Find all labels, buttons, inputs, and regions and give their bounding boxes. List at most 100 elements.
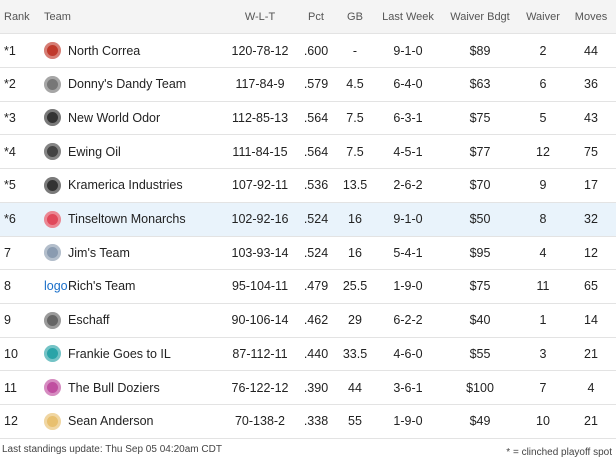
column-header: W-L-T <box>244 10 276 23</box>
moves: 32 <box>584 212 598 226</box>
games-back: 29 <box>348 313 362 328</box>
last-week: 4-5-1 <box>393 144 423 159</box>
team-row[interactable]: 11 The Bull Doziers 76-122-12 .390 44 3-6-1 $1… <box>0 371 616 405</box>
waiver-budget: $49 <box>469 414 491 429</box>
win-loss-tie: 120-78-12 <box>231 43 289 58</box>
team-row[interactable]: 8 Rich's Team 95-104-11 .479 25.5 1-9-0 $75 11 6… <box>0 270 616 304</box>
moves: 21 <box>584 414 598 429</box>
pct: .536 <box>303 178 329 193</box>
team-row[interactable]: *4 Ewing Oil 111-84-15 .564 7.5 4-5-1 $77 12 75 <box>0 135 616 170</box>
rank: 10 <box>4 346 18 361</box>
waiver-budget: $40 <box>469 313 491 328</box>
team-logo <box>44 75 61 93</box>
win-loss-tie: 111-84-15 <box>232 144 288 159</box>
team-name[interactable]: Tinseltown Monarchs <box>68 212 186 226</box>
waiver-budget: $50 <box>469 212 491 226</box>
pct: .440 <box>303 346 329 361</box>
pct: .579 <box>303 77 329 92</box>
team-row[interactable]: *6 Tinseltown Monarchs 102-92-16 .524 16 9-1-… <box>0 202 616 237</box>
column-header: GB <box>347 10 363 23</box>
pct: .564 <box>303 144 329 159</box>
win-loss-tie: 107-92-11 <box>231 178 289 193</box>
waiver-budget: $75 <box>469 110 491 125</box>
team-name[interactable]: Frankie Goes to IL <box>68 346 171 361</box>
last-week: 2-6-2 <box>393 178 423 193</box>
games-back: 16 <box>348 245 362 260</box>
rank: *1 <box>4 43 16 58</box>
last-week: 6-2-2 <box>393 313 423 328</box>
team-name[interactable]: Ewing Oil <box>68 144 121 159</box>
team-name[interactable]: Rich's Team <box>68 279 136 294</box>
pct: .338 <box>303 414 329 429</box>
moves: 12 <box>584 245 598 260</box>
team-row[interactable]: *3 New World Odor 112-85-13 .564 7.5 6-3-1 $75… <box>0 101 616 136</box>
last-week: 5-4-1 <box>393 245 423 260</box>
team-logo <box>44 244 61 262</box>
last-week: 1-9-0 <box>393 414 423 429</box>
rank: *2 <box>4 77 16 92</box>
waiver: 2 <box>539 43 547 58</box>
last-week: 9-1-0 <box>393 212 423 226</box>
win-loss-tie: 76-122-12 <box>231 380 289 395</box>
win-loss-tie: 70-138-2 <box>234 414 286 429</box>
games-back: 33.5 <box>342 346 368 361</box>
team-logo <box>44 345 61 363</box>
waiver: 6 <box>539 77 547 92</box>
team-name[interactable]: North Correa <box>68 43 141 58</box>
team-logo <box>44 210 61 228</box>
pct: .600 <box>303 43 329 58</box>
games-back: 44 <box>348 380 362 395</box>
team-row[interactable]: 7 Jim's Team 103-93-14 .524 16 5-4-1 $95 4 12 <box>0 236 616 271</box>
team-name[interactable]: Jim's Team <box>68 245 130 260</box>
team-row[interactable]: 12 Sean Anderson 70-138-2 .338 55 1-9-0 $49 10 2… <box>0 405 616 439</box>
win-loss-tie: 87-112-11 <box>232 346 288 361</box>
win-loss-tie: 95-104-11 <box>231 279 289 294</box>
last-week: 3-6-1 <box>393 380 423 395</box>
team-row[interactable]: *2 Donny's Dandy Team 117-84-9 .579 4.5 6-4-0… <box>0 68 616 102</box>
team-logo <box>44 143 61 161</box>
clinch-note: * = clinched playoff spot <box>506 447 612 458</box>
team-logo <box>44 379 61 396</box>
team-row[interactable]: *5 Kramerica Industries 107-92-11 .536 13.5 2… <box>0 169 616 203</box>
games-back: - <box>352 43 358 58</box>
team-name[interactable]: Sean Anderson <box>68 414 154 429</box>
win-loss-tie: 117-84-9 <box>235 77 285 92</box>
rank: 11 <box>4 380 17 395</box>
waiver-budget: $100 <box>466 380 494 395</box>
pct: .479 <box>303 279 329 294</box>
last-week: 9-1-0 <box>393 43 423 58</box>
last-week: 4-6-0 <box>393 346 423 361</box>
moves: 75 <box>584 144 598 159</box>
pct: .462 <box>303 313 329 328</box>
waiver: 1 <box>539 313 547 328</box>
header-row: Rank Team W-L-T Pct GB Last Week Waiver Bdgt Wa… <box>0 0 616 34</box>
win-loss-tie: 90-106-14 <box>231 313 289 328</box>
last-week: 6-3-1 <box>393 110 423 125</box>
team-row[interactable]: *1 North Correa 120-78-12 .600 - 9-1-0 $89 2 44 <box>0 34 616 68</box>
team-row[interactable]: 9 Eschaff 90-106-14 .462 29 6-2-2 $40 1 14 <box>0 304 616 338</box>
column-header: Rank <box>4 10 30 23</box>
team-logo <box>44 176 61 194</box>
team-logo: logo <box>44 279 68 294</box>
waiver: 12 <box>536 144 550 159</box>
win-loss-tie: 103-93-14 <box>231 245 289 260</box>
waiver: 11 <box>536 279 550 294</box>
pct: .390 <box>303 380 329 395</box>
column-header: Last Week <box>382 10 434 23</box>
games-back: 7.5 <box>346 144 364 159</box>
team-name[interactable]: New World Odor <box>68 110 161 125</box>
rank: 7 <box>4 245 11 260</box>
team-name[interactable]: Eschaff <box>68 313 110 328</box>
waiver-budget: $95 <box>469 245 491 260</box>
team-row[interactable]: 10 Frankie Goes to IL 87-112-11 .440 33.5 4-6… <box>0 337 616 372</box>
rank: 12 <box>4 414 18 429</box>
rank: 8 <box>4 279 11 294</box>
team-name[interactable]: Kramerica Industries <box>68 178 183 193</box>
last-week: 6-4-0 <box>393 77 423 92</box>
team-logo <box>44 412 61 430</box>
team-name[interactable]: The Bull Doziers <box>68 380 160 395</box>
waiver: 7 <box>539 380 547 395</box>
moves: 36 <box>584 77 598 92</box>
team-name[interactable]: Donny's Dandy Team <box>68 77 187 92</box>
